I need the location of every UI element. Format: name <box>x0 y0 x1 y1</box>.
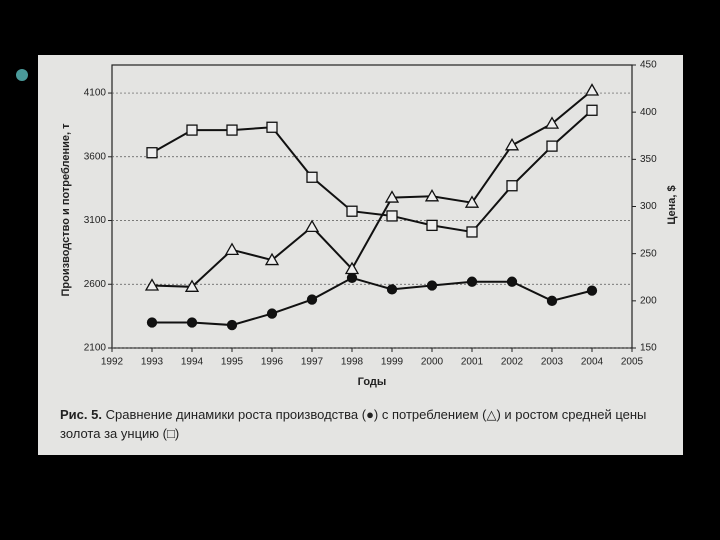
marker-circle <box>266 308 278 319</box>
y2-tick-label: 250 <box>640 248 657 259</box>
bullet <box>16 69 28 81</box>
marker-circle <box>146 317 158 328</box>
marker-triangle <box>424 188 440 202</box>
y2-axis-title: Цена, $ <box>666 185 678 224</box>
x-tick-label: 1998 <box>341 357 364 368</box>
marker-square <box>226 124 238 136</box>
marker-square <box>586 104 598 116</box>
x-tick-label: 1996 <box>261 357 284 368</box>
marker-triangle <box>224 242 240 255</box>
marker-square <box>186 124 198 136</box>
marker-circle <box>346 272 358 284</box>
marker-triangle <box>464 195 480 208</box>
marker-square <box>266 121 278 133</box>
y2-tick-label: 200 <box>640 295 657 306</box>
marker-triangle <box>504 138 520 151</box>
y-tick-label: 3600 <box>84 151 107 162</box>
marker-circle <box>466 276 478 287</box>
marker-circle <box>426 280 438 291</box>
x-tick-label: 2005 <box>621 357 644 368</box>
marker-circle <box>586 285 598 296</box>
marker-triangle <box>144 278 160 291</box>
series-line <box>152 276 593 327</box>
y-tick-label: 4100 <box>84 88 107 99</box>
y2-tick-label: 450 <box>640 60 657 71</box>
marker-triangle <box>384 190 400 203</box>
marker-square <box>546 140 558 152</box>
marker-circle <box>306 294 318 305</box>
marker-circle <box>506 276 518 287</box>
x-tick-label: 1994 <box>181 357 204 368</box>
marker-square <box>306 171 318 183</box>
x-tick-label: 1999 <box>381 357 404 368</box>
x-tick-label: 1992 <box>101 357 124 368</box>
y2-tick-label: 300 <box>640 201 657 212</box>
y2-tick-label: 350 <box>640 154 657 165</box>
marker-triangle <box>264 252 280 266</box>
x-tick-label: 2001 <box>461 357 484 368</box>
marker-triangle <box>584 83 600 96</box>
marker-triangle <box>544 116 560 129</box>
x-tick-label: 2000 <box>421 357 444 368</box>
marker-triangle <box>344 261 360 275</box>
marker-triangle <box>304 219 320 233</box>
y-tick-label: 2600 <box>84 279 107 290</box>
y2-tick-label: 400 <box>640 107 657 118</box>
marker-square <box>466 226 478 238</box>
x-axis-title: Годы <box>358 376 387 388</box>
marker-square <box>146 147 158 159</box>
marker-triangle <box>184 279 200 292</box>
y-axis-title: Производство и потребление, т <box>60 123 72 297</box>
marker-circle <box>226 319 238 331</box>
x-tick-label: 2004 <box>581 357 604 368</box>
series-line <box>151 89 593 288</box>
marker-square <box>426 219 438 232</box>
y-tick-label: 2100 <box>84 343 107 354</box>
x-tick-label: 1997 <box>301 357 324 368</box>
marker-circle <box>546 295 558 306</box>
series-line <box>151 109 593 234</box>
y2-tick-label: 150 <box>640 343 657 354</box>
x-tick-label: 2002 <box>501 357 524 368</box>
x-tick-label: 2003 <box>541 357 564 368</box>
y-tick-label: 3100 <box>84 215 107 226</box>
caption: Рис. 5. Сравнение динамики роста произво… <box>60 405 690 443</box>
marker-square <box>386 210 398 222</box>
x-tick-label: 1993 <box>141 357 164 368</box>
caption-text: Сравнение динамики роста производства (●… <box>60 407 647 441</box>
marker-circle <box>386 284 398 295</box>
x-tick-label: 1995 <box>221 357 244 368</box>
marker-square <box>346 205 358 217</box>
marker-square <box>506 180 518 192</box>
marker-circle <box>186 317 198 328</box>
caption-label: Рис. 5. <box>60 407 102 422</box>
